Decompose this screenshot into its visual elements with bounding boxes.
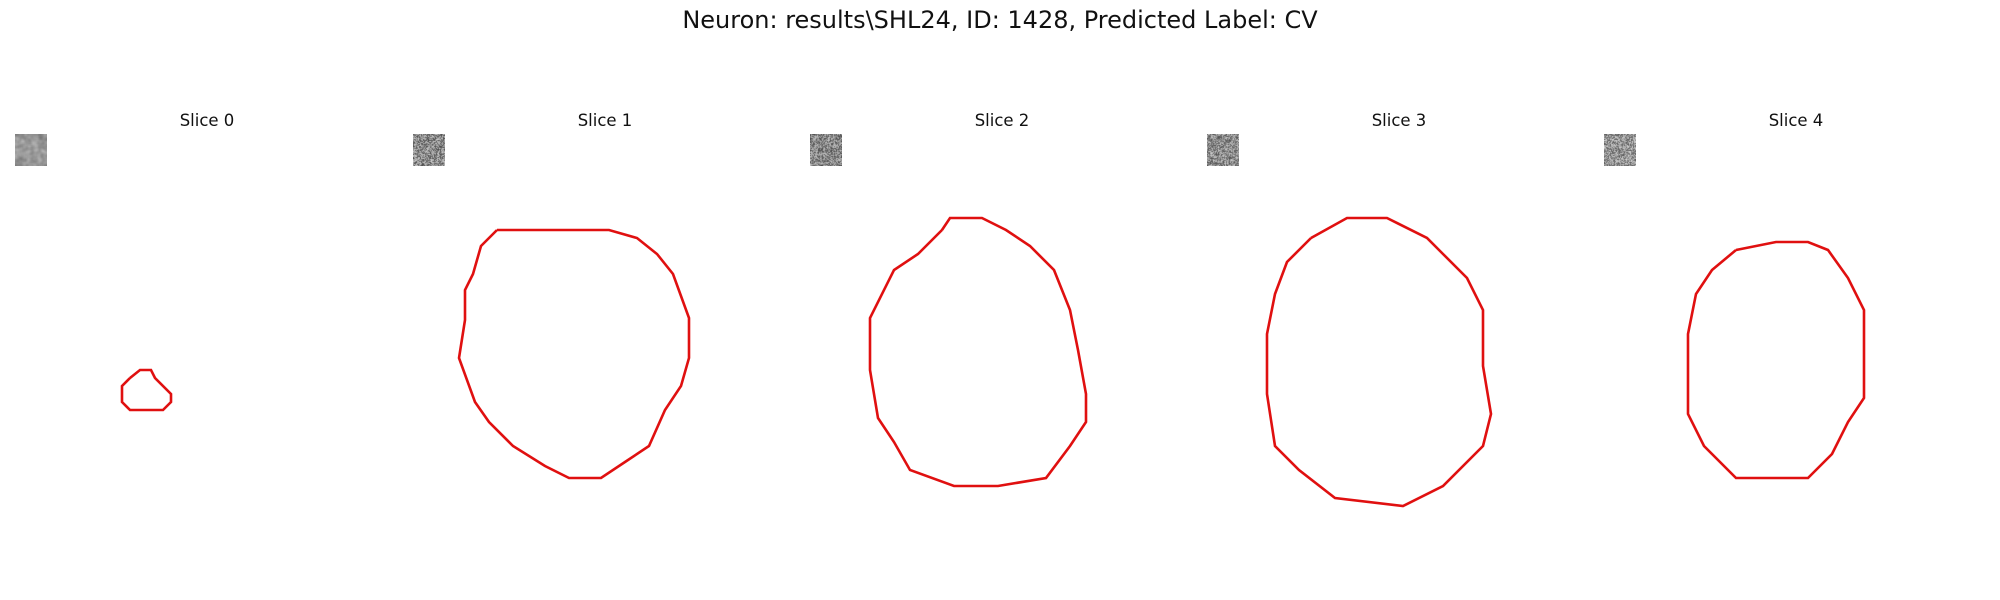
slice-contour-0 (120, 368, 173, 412)
slice-contour-4 (1686, 240, 1866, 480)
slice-pixels-3 (1207, 134, 1239, 166)
slice-title-3: Slice 3 (1371, 111, 1427, 130)
slice-pixels-4 (1604, 134, 1636, 166)
slice-image-3 (1207, 134, 1591, 518)
slice-panel-3: Slice 3 (1207, 109, 1591, 518)
slice-title-2: Slice 2 (974, 111, 1030, 130)
slice-image-1 (413, 134, 797, 518)
slice-image-4 (1604, 134, 1988, 518)
slice-panel-1: Slice 1 (413, 109, 797, 518)
slice-title-4: Slice 4 (1768, 111, 1824, 130)
slice-panel-0: Slice 0 (15, 109, 399, 518)
slice-title-0: Slice 0 (179, 111, 235, 130)
slice-image-0 (15, 134, 399, 518)
slice-pixels-2 (810, 134, 842, 166)
figure-title: Neuron: results\SHL24, ID: 1428, Predict… (682, 6, 1318, 34)
slice-pixels-0 (15, 134, 47, 166)
slice-pixels-1 (413, 134, 445, 166)
slice-contour-3 (1265, 216, 1493, 508)
slice-panel-2: Slice 2 (810, 109, 1194, 518)
slice-contour-1 (457, 228, 691, 480)
slice-image-2 (810, 134, 1194, 518)
slice-panel-4: Slice 4 (1604, 109, 1988, 518)
slice-contour-2 (868, 216, 1088, 488)
slice-title-1: Slice 1 (577, 111, 633, 130)
